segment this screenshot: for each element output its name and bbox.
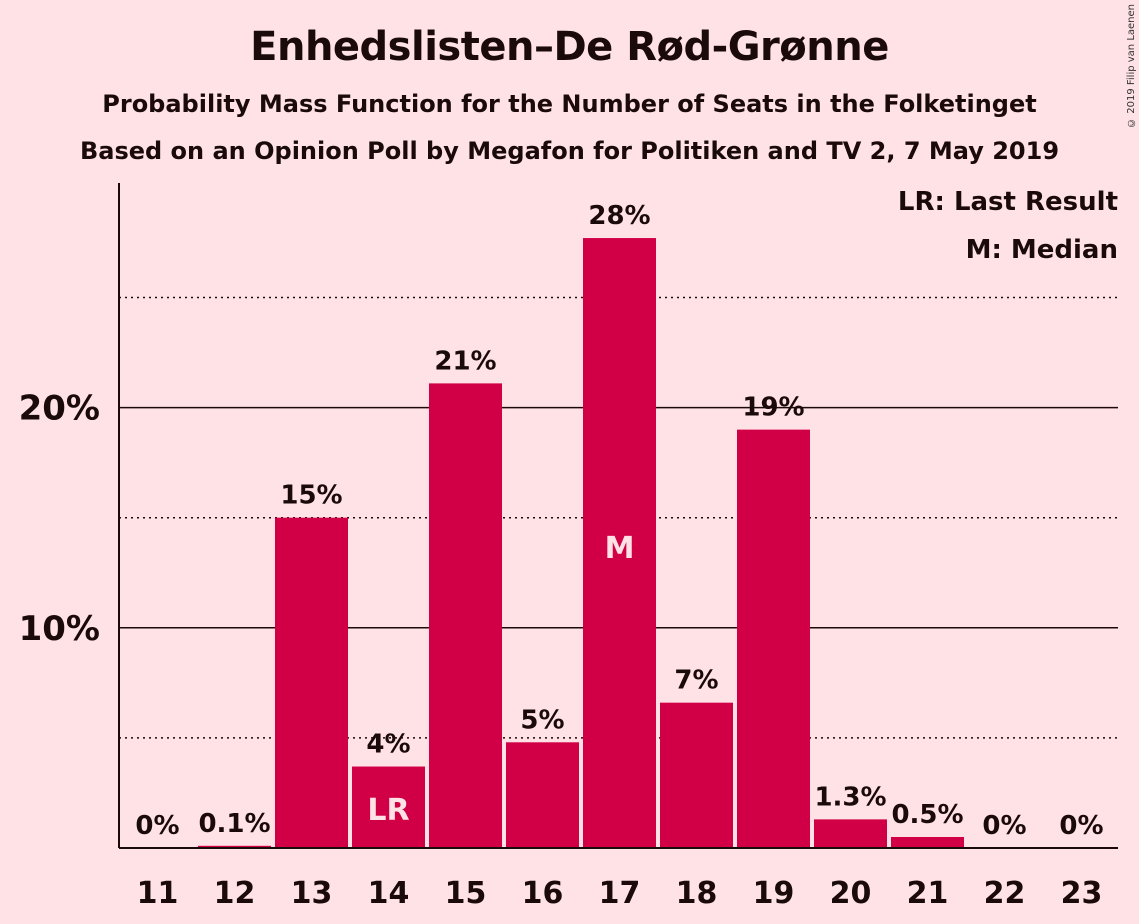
x-tick-label-15: 15 — [445, 876, 487, 911]
x-tick-label-14: 14 — [368, 876, 410, 911]
bar-value-label-13: 15% — [280, 481, 342, 511]
y-tick-label: 20% — [19, 389, 100, 429]
x-tick-label-18: 18 — [676, 876, 718, 911]
axes: 10% 20% 11 12 13 14 15 16 17 18 19 20 21 22 23 — [19, 183, 1118, 911]
x-tick-label-23: 23 — [1061, 876, 1103, 911]
bars — [198, 238, 964, 848]
x-tick-label-12: 12 — [214, 876, 256, 911]
legend-last-result: LR: Last Result — [898, 187, 1118, 217]
bar-value-label-19: 19% — [742, 393, 804, 423]
bar-19 — [737, 429, 810, 848]
bar-18 — [660, 702, 733, 848]
x-tick-label-13: 13 — [291, 876, 333, 911]
chart-subtitle: Probability Mass Function for the Number… — [102, 90, 1037, 118]
bar-value-label-16: 5% — [520, 705, 564, 735]
bar-17 — [583, 238, 656, 848]
chart-title: Enhedslisten–De Rød-Grønne — [250, 24, 889, 70]
y-tick-label: 10% — [19, 609, 100, 649]
x-tick-label-19: 19 — [753, 876, 795, 911]
bar-value-label-11: 0% — [135, 811, 179, 841]
x-tick-label-17: 17 — [599, 876, 641, 911]
x-tick-label-21: 21 — [907, 876, 949, 911]
bar-13 — [275, 517, 348, 848]
bar-value-label-18: 7% — [674, 666, 718, 696]
bar-12 — [198, 845, 271, 848]
bar-value-label-15: 21% — [434, 346, 496, 376]
bar-value-label-20: 1.3% — [814, 782, 886, 812]
bar-16 — [506, 742, 579, 848]
median-marker: M — [605, 531, 635, 566]
bar-14 — [352, 766, 425, 848]
bar-value-label-21: 0.5% — [891, 800, 963, 830]
bar-value-label-12: 0.1% — [198, 809, 270, 839]
bar-value-label-22: 0% — [982, 811, 1026, 841]
bar-value-label-23: 0% — [1059, 811, 1103, 841]
last-result-marker: LR — [367, 793, 409, 828]
x-tick-label-16: 16 — [522, 876, 564, 911]
bar-value-labels: 0% 0.1% 15% 4% LR 21% 5% 28% M 7% 19% 1.3%0.5% 0% 0% — [135, 201, 1103, 841]
x-tick-label-11: 11 — [137, 876, 179, 911]
x-tick-label-22: 22 — [984, 876, 1026, 911]
bar-15 — [429, 383, 502, 848]
bar-21 — [891, 836, 964, 848]
x-tick-label-20: 20 — [830, 876, 872, 911]
bar-value-label-17: 28% — [588, 201, 650, 231]
bar-value-label-14: 4% — [366, 730, 410, 760]
bar-20 — [814, 819, 887, 848]
legend-median: M: Median — [966, 235, 1118, 265]
chart-source-line: Based on an Opinion Poll by Megafon for … — [79, 137, 1060, 165]
